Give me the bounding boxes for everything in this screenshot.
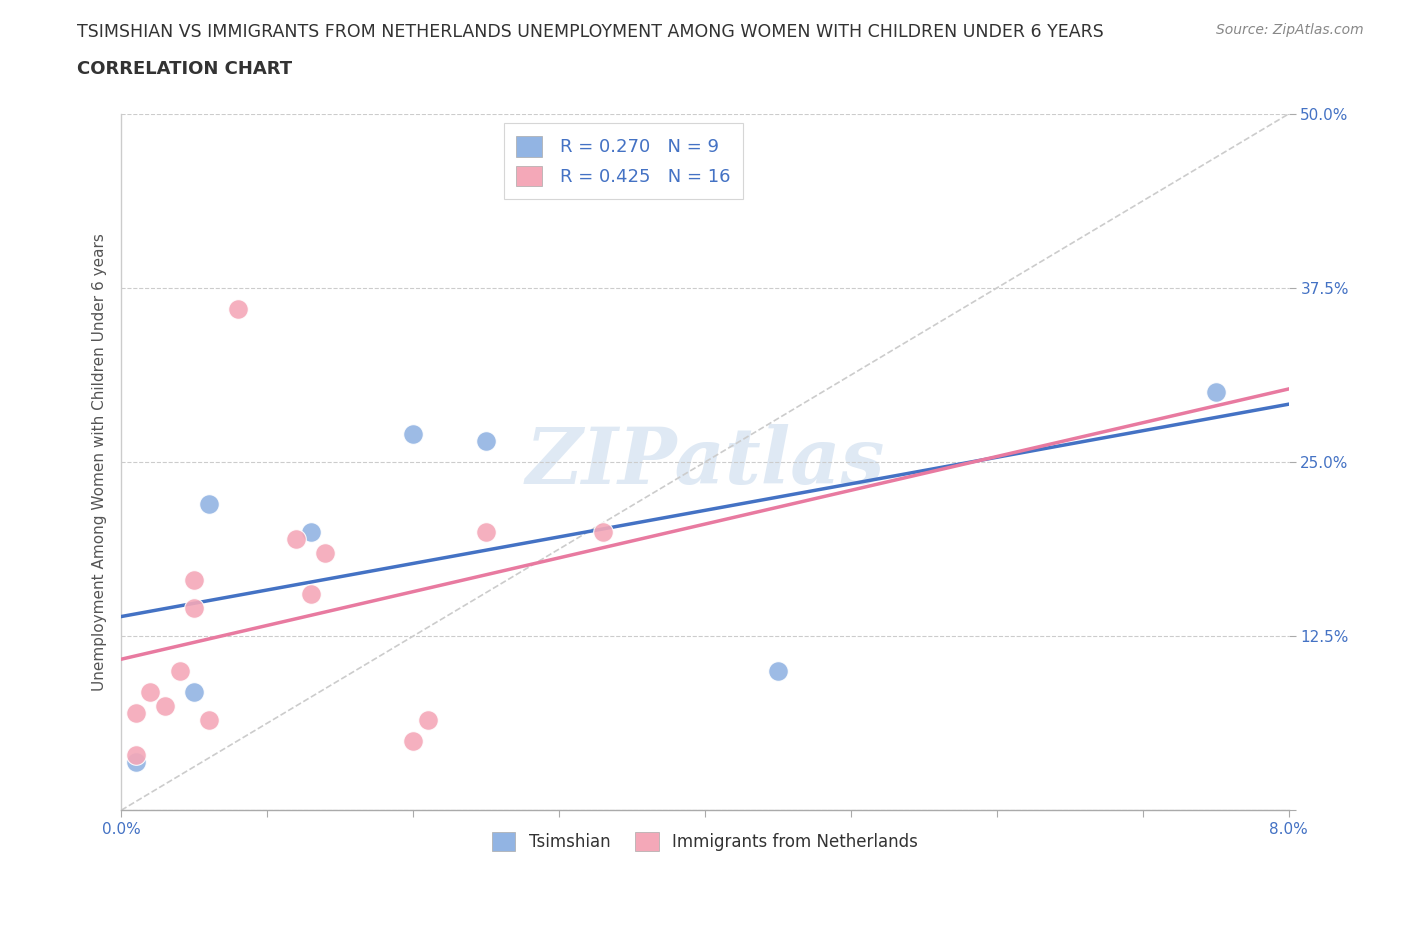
Point [183, 573, 205, 588]
Point [315, 545, 337, 560]
Point [183, 684, 205, 699]
Point [1205, 385, 1227, 400]
Text: ZIPatlas: ZIPatlas [526, 424, 884, 500]
Point [183, 601, 205, 616]
Text: TSIMSHIAN VS IMMIGRANTS FROM NETHERLANDS UNEMPLOYMENT AMONG WOMEN WITH CHILDREN : TSIMSHIAN VS IMMIGRANTS FROM NETHERLANDS… [77, 23, 1104, 41]
Point [125, 747, 148, 762]
Point [197, 712, 219, 727]
Point [299, 587, 322, 602]
Point [416, 712, 439, 727]
Point [125, 705, 148, 720]
Point [299, 525, 322, 539]
Point [402, 733, 425, 748]
Point [226, 301, 249, 316]
Point [169, 664, 191, 679]
Point [475, 525, 498, 539]
Point [125, 754, 148, 769]
Point [139, 684, 162, 699]
Point [592, 525, 614, 539]
Legend: Tsimshian, Immigrants from Netherlands: Tsimshian, Immigrants from Netherlands [485, 825, 925, 857]
Point [197, 497, 219, 512]
Point [285, 531, 308, 546]
Text: CORRELATION CHART: CORRELATION CHART [77, 60, 292, 78]
Y-axis label: Unemployment Among Women with Children Under 6 years: Unemployment Among Women with Children U… [93, 233, 107, 691]
Point [402, 427, 425, 442]
Point [153, 698, 176, 713]
Point [766, 664, 789, 679]
Text: Source: ZipAtlas.com: Source: ZipAtlas.com [1216, 23, 1364, 37]
Point [475, 433, 498, 448]
